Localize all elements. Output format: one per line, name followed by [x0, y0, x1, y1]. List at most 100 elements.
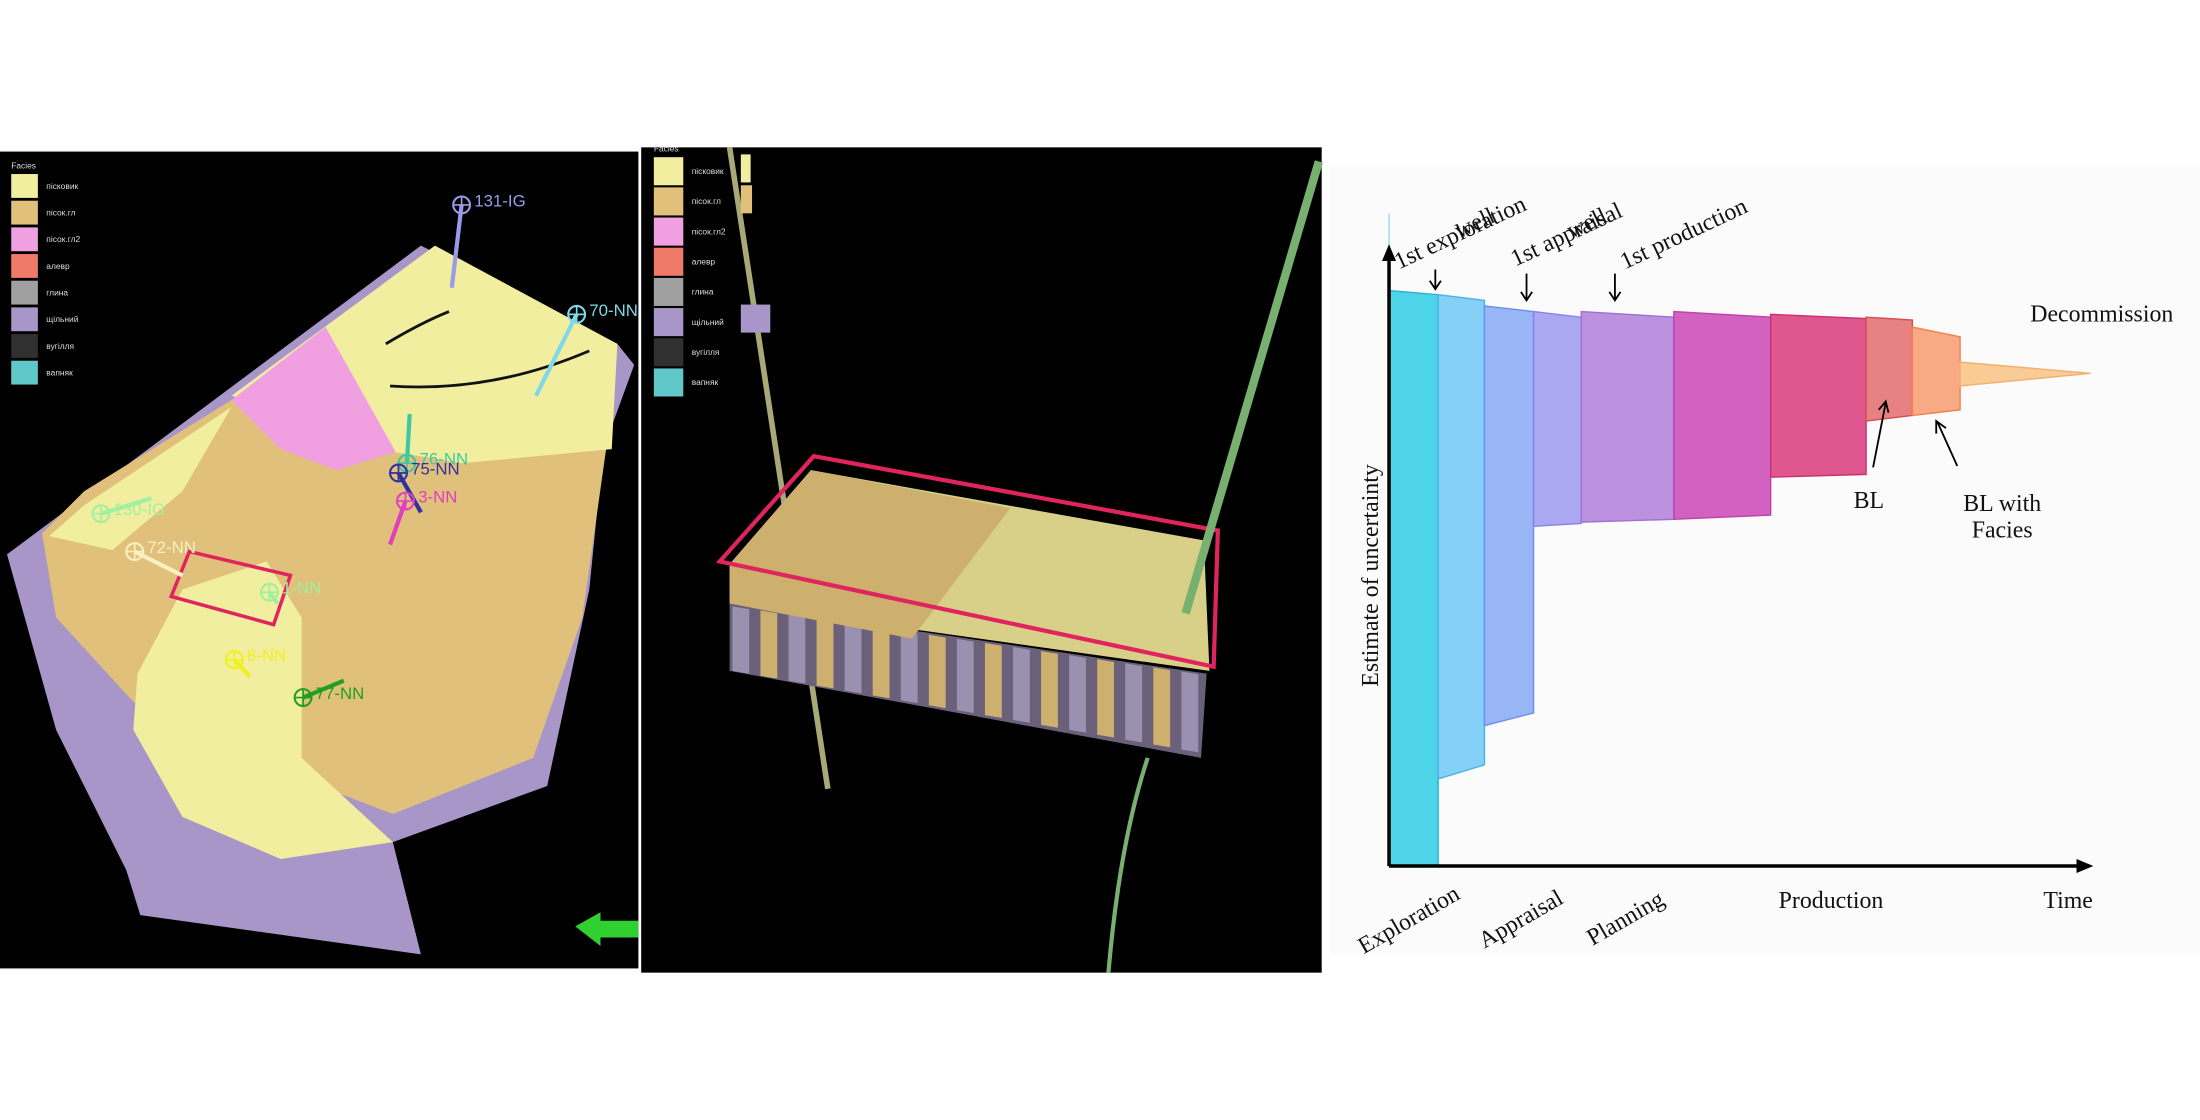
annotation-label: BL — [1854, 488, 1884, 514]
legend-swatch — [653, 217, 684, 246]
well-label: 3-NN — [418, 487, 457, 506]
legend-label: пісковик — [46, 181, 78, 191]
legend-swatch — [11, 174, 38, 198]
legend-swatch-3d — [740, 304, 771, 333]
facies-region — [133, 561, 393, 859]
legend-label: пісок.гл2 — [692, 226, 726, 236]
legend-swatch — [653, 338, 684, 367]
legend-label: щільний — [46, 314, 78, 324]
annotation-arrow — [1872, 399, 1890, 468]
well-path — [449, 204, 464, 288]
milestone-arrow — [1608, 273, 1622, 302]
well-label: 72-NN — [147, 538, 196, 557]
legend-swatch — [653, 247, 684, 276]
block-layer — [900, 630, 918, 704]
block-layer — [788, 614, 806, 684]
legend-label: пісковик — [692, 166, 724, 176]
legend-swatch — [11, 360, 38, 385]
well-label: 75-NN — [411, 459, 460, 478]
block-layer — [1153, 667, 1171, 748]
facies-region — [231, 327, 396, 471]
block-layer — [1041, 651, 1058, 728]
well-marker-cross — [225, 651, 243, 669]
legend-swatch-3d — [740, 185, 753, 214]
phase-band — [1437, 293, 1486, 780]
well-marker-cross — [390, 464, 407, 482]
legend-label: вугілля — [46, 341, 74, 351]
block-layer — [732, 606, 750, 674]
phase-band — [1959, 361, 2091, 387]
legend-title: Facies — [654, 144, 679, 154]
phase-band — [1673, 310, 1772, 521]
well-label: 8-NN — [247, 646, 286, 665]
annotation-label: BL with — [1963, 491, 2041, 517]
block-layer — [1125, 663, 1143, 743]
selection-box — [715, 453, 1221, 670]
well-path — [232, 658, 252, 678]
well-path — [267, 591, 280, 605]
x-axis-label: Time — [2043, 888, 2092, 914]
legend-swatch-3d — [740, 154, 751, 183]
block-layer — [844, 622, 862, 694]
phase-label: Production — [1779, 888, 1884, 914]
block-top-facies — [729, 470, 1011, 639]
block-layer — [928, 634, 946, 709]
legend-label: вапняк — [46, 367, 73, 377]
block-layer — [956, 638, 974, 713]
well-marker-cross — [294, 689, 312, 706]
block-layer — [1181, 671, 1199, 753]
legend-swatch — [11, 200, 38, 225]
block-layer — [1013, 647, 1030, 723]
fault-trace — [385, 310, 590, 389]
legend-swatch — [653, 368, 684, 397]
legend-label: вапняк — [692, 377, 719, 387]
phase-band — [1769, 313, 1867, 478]
well-marker-cross — [126, 543, 144, 560]
block-layer — [816, 618, 834, 689]
map-panel — [0, 151, 639, 969]
phase-band — [1911, 326, 1961, 417]
phase-band — [1580, 310, 1675, 523]
nav-arrow — [575, 912, 639, 946]
well-marker-cross — [568, 305, 586, 323]
annotation-arrow — [1935, 419, 1959, 467]
well-label: 77-NN — [316, 684, 365, 703]
well-trajectory — [1106, 757, 1150, 973]
legend-swatch — [11, 280, 38, 305]
end-label: Decommission — [2030, 301, 2173, 327]
legend-swatch — [11, 254, 38, 278]
phase-band — [1483, 305, 1535, 727]
well-path — [534, 313, 579, 397]
well-label: 1-NN — [282, 579, 321, 598]
legend-label: алевр — [46, 261, 70, 271]
block-panel — [641, 146, 1323, 973]
axis-arrow — [2076, 858, 2094, 873]
well-label: 130-IG — [114, 500, 165, 519]
phase-band — [1388, 289, 1439, 867]
block-layer — [1097, 659, 1115, 738]
well-label: 76-NN — [420, 450, 469, 469]
legend-label: щільний — [692, 317, 724, 327]
block-layer — [1069, 655, 1086, 733]
legend-swatch — [11, 334, 38, 358]
legend-label: глина — [46, 287, 68, 297]
well-trajectory — [1181, 160, 1323, 615]
legend-swatch — [653, 308, 684, 337]
legend-swatch — [11, 307, 38, 332]
y-axis-label: Estimate of uncertainty — [1358, 464, 1384, 687]
legend-swatch — [653, 277, 684, 306]
well-marker-cross — [92, 505, 110, 523]
annotation-label: Facies — [1972, 518, 2033, 544]
selection-box — [168, 549, 293, 627]
well-path — [302, 678, 345, 700]
legend-label: пісок.гл2 — [46, 234, 80, 244]
well-marker-cross — [260, 583, 278, 601]
phase-band — [1532, 310, 1582, 528]
legend-swatch — [653, 187, 684, 216]
well-marker-cross — [397, 492, 414, 510]
axis-arrow — [1382, 244, 1397, 262]
legend-title: Facies — [11, 160, 36, 170]
block-layer — [984, 642, 1002, 718]
